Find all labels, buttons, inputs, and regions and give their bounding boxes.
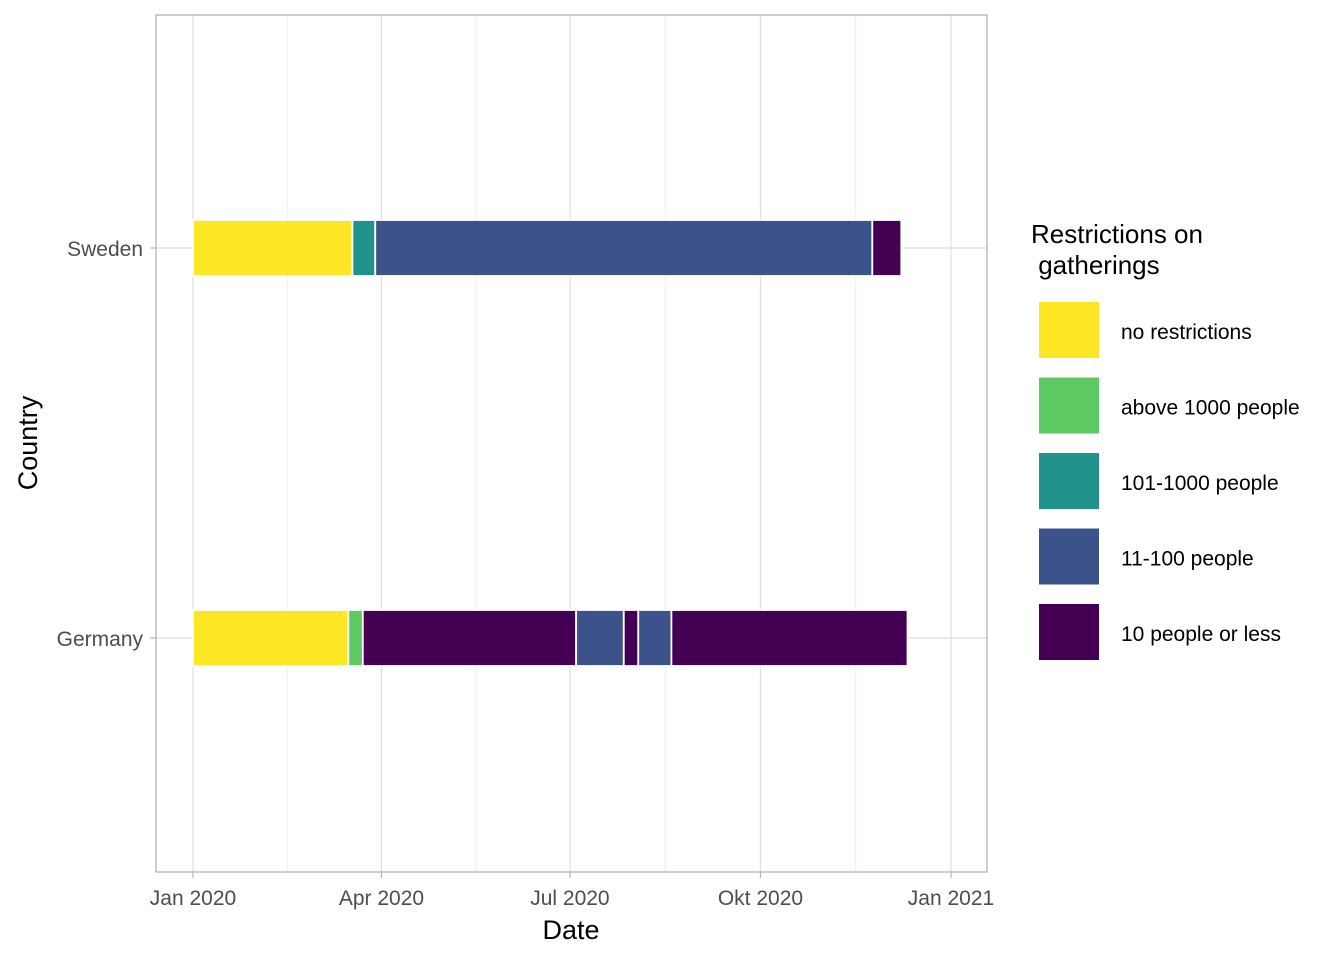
bar-segment-sweden [351, 219, 377, 277]
y-tick-label: Sweden [67, 238, 143, 261]
x-tick-label: Apr 2020 [339, 887, 424, 910]
legend-label: above 1000 people [1121, 397, 1300, 420]
x-tick-label: Jan 2020 [150, 887, 236, 910]
bar-segment-sweden [374, 219, 874, 277]
bar-segment-germany [622, 609, 640, 667]
y-tick-label: Germany [57, 628, 144, 651]
legend-label: 10 people or less [1121, 623, 1281, 646]
grid-lines [156, 15, 987, 872]
x-axis-ticks: Jan 2020 Apr 2020 Jul 2020 Okt 2020 Jan 2021 [150, 872, 994, 910]
x-axis-title: Date [542, 915, 599, 945]
legend-label: 11-100 people [1121, 548, 1254, 571]
legend-key [1039, 377, 1099, 434]
legend-key [1039, 528, 1099, 585]
bar-segment-germany [575, 609, 625, 667]
bar-segment-sweden [871, 219, 903, 277]
bar-segment-germany [192, 609, 350, 667]
bar-segment-sweden [192, 219, 354, 277]
legend-title-line-2: gatherings [1031, 250, 1160, 280]
legend-items: no restrictions above 1000 people 101-1000… [1039, 302, 1300, 660]
legend: Restrictions on gatherings no restrictio… [1031, 219, 1300, 660]
plot-panel-border [155, 14, 988, 873]
bar-segment-germany [637, 609, 673, 667]
bar-segment-germany [361, 609, 578, 667]
x-tick-label: Jul 2020 [530, 887, 609, 910]
plot-panel [156, 15, 987, 872]
bar-segment-germany [670, 609, 909, 667]
y-axis-ticks: Germany Sweden [57, 238, 156, 651]
x-tick-label: Jan 2021 [908, 887, 994, 910]
legend-key [1039, 453, 1099, 509]
legend-label: 101-1000 people [1121, 472, 1279, 495]
legend-key [1039, 604, 1099, 660]
legend-key [1039, 302, 1099, 358]
bar-segment-germany [347, 609, 364, 667]
legend-label: no restrictions [1121, 321, 1252, 344]
legend-title-line-1: Restrictions on [1031, 219, 1203, 249]
y-axis-title: Country [13, 395, 43, 490]
x-tick-label: Okt 2020 [718, 887, 803, 910]
bars [192, 219, 909, 667]
